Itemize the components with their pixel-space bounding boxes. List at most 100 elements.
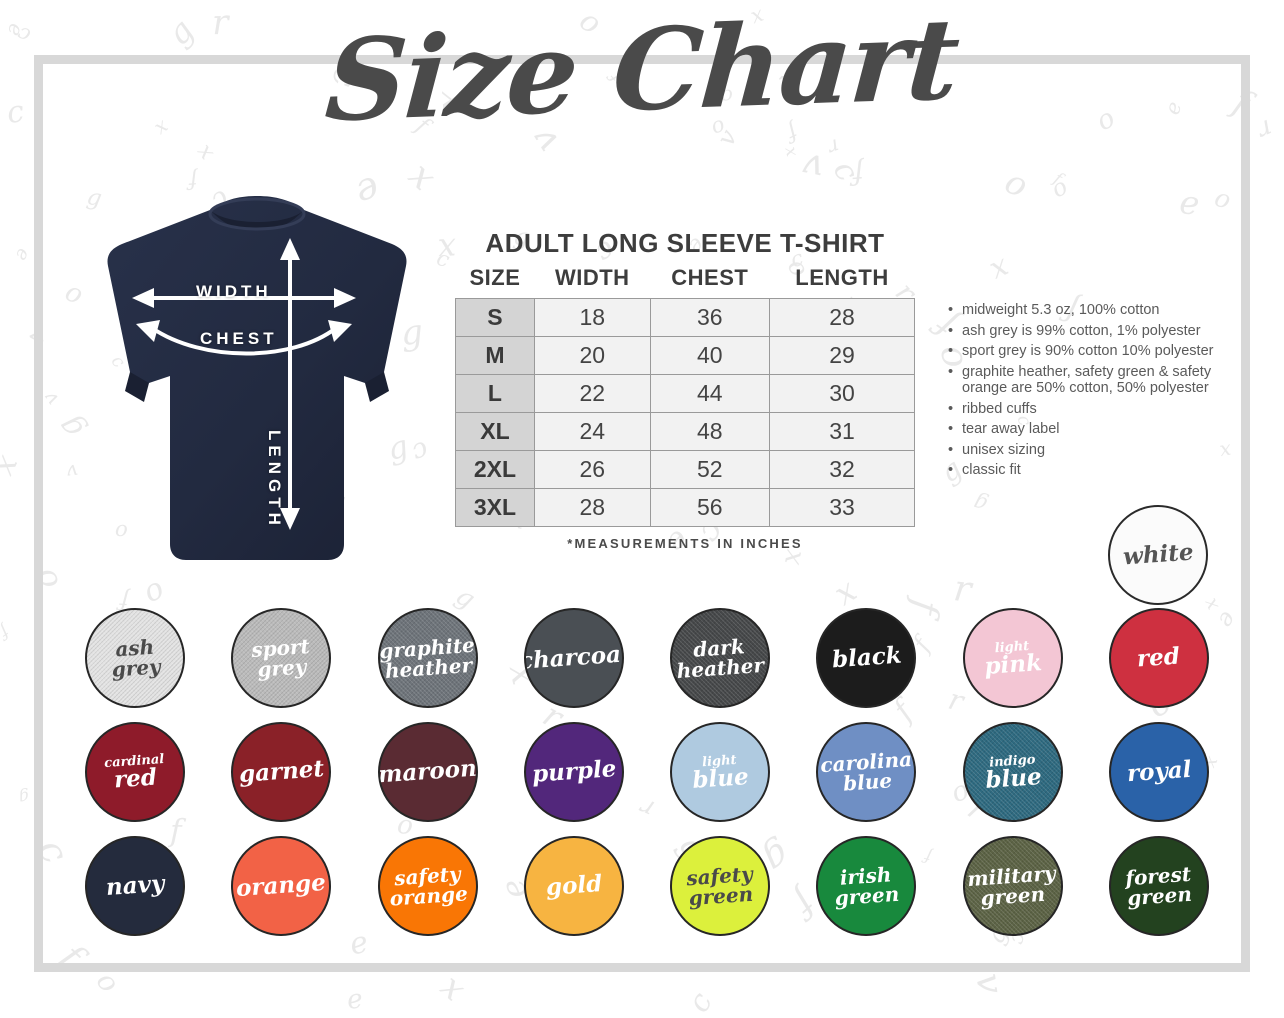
feature-item: ash grey is 99% cotton, 1% polyester (948, 323, 1238, 340)
column-header-width: WIDTH (554, 265, 630, 290)
cell-width: 26 (533, 450, 651, 489)
color-swatch-orange[interactable]: orange (231, 836, 332, 936)
table-header-row: SIZE WIDTH CHEST LENGTH (456, 265, 915, 299)
cell-chest: 52 (649, 450, 771, 489)
length-arrow (280, 238, 300, 530)
swatch-label: forest green (1121, 862, 1197, 910)
table-row: 2XL 26 52 32 (455, 450, 915, 489)
table-row: 3XL 28 56 33 (455, 488, 915, 527)
cell-length: 31 (769, 412, 915, 451)
swatch-label: white (1121, 538, 1195, 571)
shirt-illustration: WIDTH CHEST LENGTH (92, 192, 422, 582)
cell-width: 18 (533, 298, 651, 337)
cell-length: 28 (769, 298, 915, 337)
feature-item: midweight 5.3 oz, 100% cotton (948, 302, 1238, 319)
size-table: SIZE WIDTH CHEST LENGTH S 18 36 28 M 20 40 29 L 2… (455, 265, 915, 527)
color-swatch-white[interactable]: white (1108, 505, 1208, 605)
color-swatch-red[interactable]: red (1108, 608, 1209, 708)
width-label: WIDTH (196, 282, 272, 301)
color-swatch-cardinal-red[interactable]: cardinal red (85, 722, 186, 822)
swatch-label: cardinal red (100, 751, 170, 793)
color-swatch-military-green[interactable]: military green (962, 836, 1063, 936)
feature-item: ribbed cuffs (948, 401, 1238, 418)
swatch-label-line2: green (687, 881, 754, 911)
cell-chest: 44 (649, 374, 771, 413)
swatch-label: military green (965, 861, 1061, 911)
width-arrow (132, 288, 356, 308)
long-sleeve-shirt-svg (107, 196, 407, 560)
chest-arrow (136, 320, 352, 356)
decorative-border-frame (34, 55, 1250, 972)
color-swatch-irish-green[interactable]: irish green (816, 836, 917, 936)
cell-size: L (455, 374, 535, 413)
swatch-label: black (830, 641, 903, 674)
measurement-note: *MEASUREMENTS IN INCHES (567, 536, 803, 551)
swatch-label-line2: green (834, 881, 901, 911)
cell-size: 2XL (455, 450, 535, 489)
color-swatch-black[interactable]: black (816, 608, 917, 708)
swatch-label: dark heather (672, 634, 768, 683)
swatch-label: purple (530, 755, 617, 788)
cell-width: 22 (533, 374, 651, 413)
swatch-label-line2: green (980, 881, 1047, 911)
feature-item: graphite heather, safety green & safety … (948, 364, 1238, 397)
swatch-label-line2: blue (691, 762, 750, 794)
cell-chest: 56 (649, 488, 771, 527)
color-swatch-gold[interactable]: gold (523, 836, 624, 936)
swatch-label-line2: heather (676, 652, 766, 683)
cell-size: M (455, 336, 535, 375)
cell-length: 33 (769, 488, 915, 527)
size-table-block: ADULT LONG SLEEVE T-SHIRT SIZE WIDTH CHE… (455, 228, 915, 551)
swatch-label: navy (105, 869, 166, 902)
swatch-label: graphite heather (380, 633, 476, 683)
swatch-label: light blue (687, 752, 753, 794)
color-swatch-charcoal[interactable]: charcoal (523, 608, 624, 708)
swatch-label: light pink (979, 638, 1047, 680)
swatch-label-line2: pink (983, 648, 1043, 680)
cell-width: 20 (533, 336, 651, 375)
color-swatch-purple[interactable]: purple (523, 722, 624, 822)
swatch-label-line2: blue (984, 762, 1043, 794)
color-swatch-indigo-blue[interactable]: indigo blue (962, 722, 1063, 822)
color-swatch-light-pink[interactable]: light pink (962, 608, 1063, 708)
color-swatch-sport-grey[interactable]: sport grey (231, 608, 332, 708)
color-swatch-safety-orange[interactable]: safety orange (377, 836, 478, 936)
feature-item: sport grey is 90% cotton 10% polyester (948, 343, 1238, 360)
color-swatch-graphite-heather[interactable]: graphite heather (377, 608, 478, 708)
swatch-label: sport grey (247, 634, 316, 682)
swatch-label-line2: grey (256, 654, 308, 682)
swatch-label: garnet (237, 755, 325, 788)
swatch-label-line2: red (113, 763, 158, 793)
feature-item: tear away label (948, 421, 1238, 438)
swatch-label-line2: grey (110, 654, 162, 682)
column-header-chest: CHEST (671, 265, 749, 290)
color-swatch-forest-green[interactable]: forest green (1108, 836, 1209, 936)
color-swatch-carolina-blue[interactable]: carolina blue (816, 722, 917, 822)
table-row: XL 24 48 31 (455, 412, 915, 451)
color-swatch-royal[interactable]: royal (1108, 722, 1209, 822)
color-swatch-ash-grey[interactable]: ash grey (85, 608, 186, 708)
column-header-length: LENGTH (795, 265, 889, 290)
color-swatch-dark-heather[interactable]: dark heather (670, 608, 771, 708)
color-swatch-navy[interactable]: navy (85, 836, 186, 936)
feature-item: classic fit (948, 462, 1238, 479)
swatch-label: charcoal (523, 640, 624, 675)
color-swatch-light-blue[interactable]: light blue (670, 722, 771, 822)
cell-chest: 40 (649, 336, 771, 375)
color-swatch-garnet[interactable]: garnet (231, 722, 332, 822)
cell-length: 30 (769, 374, 915, 413)
color-swatch-grid: ash grey sport grey graphite heather charcoal d… (62, 608, 1232, 950)
product-features-list: midweight 5.3 oz, 100% cotton ash grey is… (948, 302, 1238, 483)
table-row: L 22 44 30 (455, 374, 915, 413)
cell-length: 32 (769, 450, 915, 489)
swatch-label: gold (544, 870, 603, 901)
color-swatch-safety-green[interactable]: safety green (670, 836, 771, 936)
swatch-label: indigo blue (979, 752, 1045, 794)
table-heading: ADULT LONG SLEEVE T-SHIRT (485, 228, 885, 258)
cell-size: XL (455, 412, 535, 451)
size-table-body: S 18 36 28 M 20 40 29 L 22 44 30 XL 24 48 31 2XL 26 52 32 3X… (455, 298, 915, 527)
table-row: S 18 36 28 (455, 298, 915, 337)
swatch-label: orange (235, 868, 328, 903)
color-swatch-maroon[interactable]: maroon (377, 722, 478, 822)
column-header-size: SIZE (469, 265, 521, 290)
